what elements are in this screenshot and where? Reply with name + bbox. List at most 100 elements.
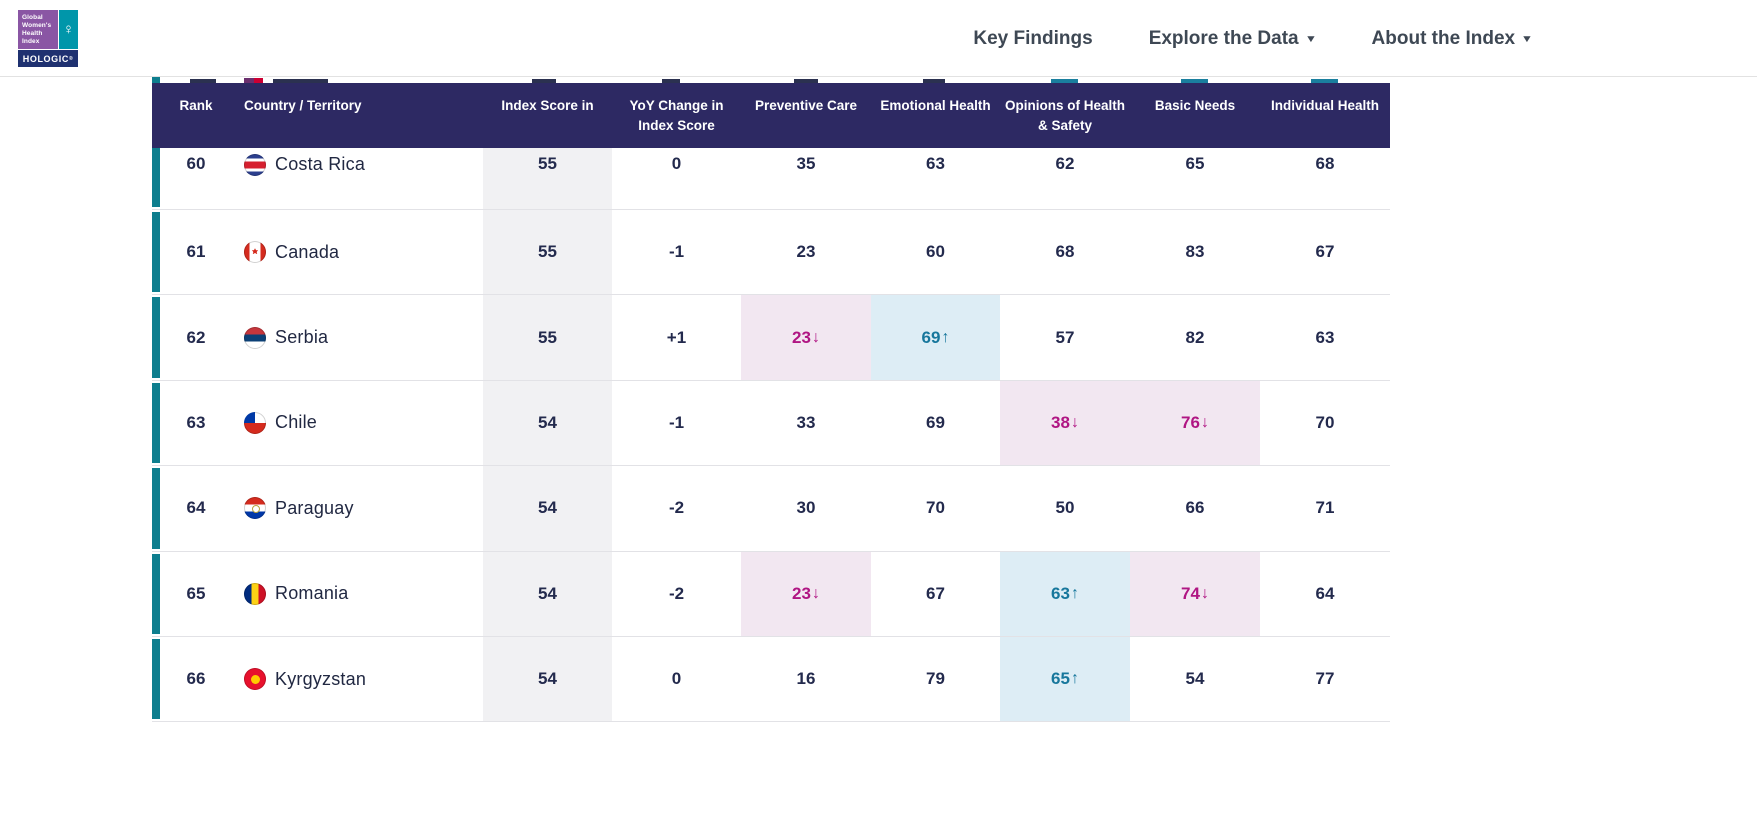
clipped-previous-row [0,76,1757,83]
country-name: Paraguay [275,497,354,518]
column-header-index: Index Score in [501,98,594,113]
individual-score-cell: 71 [1260,466,1390,550]
emotional-score-cell: 63 [871,148,1000,209]
score-value: 70 [926,498,945,518]
column-header-yoy: YoY Change in Index Score [629,98,724,133]
score-value: 33 [796,412,816,432]
individual-score-cell: 64 [1260,552,1390,636]
score-value: 63 [1315,327,1335,347]
score-value: 62 [1055,154,1075,173]
index-score-cell: 55 [483,148,612,209]
score-value: 74 [1181,583,1200,603]
rank-cell: 60 [186,154,206,173]
column-header-individual: Individual Health [1270,98,1379,113]
score-value: 38 [1051,412,1070,432]
table-row[interactable]: 61 Canada 55 -1 23 60 68 83 67 [152,210,1390,296]
nav-item-key-findings[interactable]: Key Findings [973,28,1092,50]
emotional-score-cell: 69 [871,381,1000,465]
score-value: 35 [796,154,816,173]
nav-item-about-the-index[interactable]: About the Index ▼ [1371,27,1534,50]
basic-score-cell: 65 [1130,148,1260,209]
emotional-score-cell: 79 [871,637,1000,721]
score-value: 82 [1185,327,1205,347]
table-row[interactable]: 64 Paraguay 54 -2 30 70 50 66 71 [152,466,1390,552]
country-name: Costa Rica [275,154,366,174]
preventive-score-cell: 16 [741,637,871,721]
hologic-wordmark: HOLOGIC ® [18,50,78,67]
index-score-cell: 54 [483,466,612,551]
score-value: 63 [926,154,945,173]
opinions-score-cell: 63 ↑ [1000,551,1130,636]
table-row[interactable]: 65 Romania 54 -2 23 ↓ 67 63 ↑ 74 ↓ 64 [152,551,1390,637]
table-header-row: Rank Country / Territory Index Score in YoY… [152,83,1390,148]
score-value: 76 [1181,412,1200,432]
basic-score-cell: 83 [1130,210,1260,294]
arrow-down-icon: ↓ [811,584,820,602]
preventive-score-cell: 23 ↓ [741,295,871,380]
score-value: 23 [792,583,811,603]
chevron-down-icon: ▼ [1520,34,1534,45]
country-name: Canada [275,241,340,262]
score-value: 70 [1315,412,1335,432]
preventive-score-cell: 23 [741,210,871,294]
opinions-score-cell: 38 ↓ [1000,380,1130,466]
nav-label: About the Index [1371,27,1516,49]
chevron-down-icon: ▼ [1304,34,1317,45]
score-value: 69 [926,412,945,432]
table-row[interactable]: 62 Serbia 55 +1 23 ↓ 69 ↑ 57 82 63 [152,295,1390,381]
basic-score-cell: 66 [1130,466,1260,550]
score-value: 23 [796,242,816,262]
index-score-cell: 54 [483,380,612,466]
opinions-score-cell: 68 [1000,210,1130,294]
index-score-cell: 55 [483,295,612,380]
score-value: 67 [926,583,945,603]
score-value: 57 [1055,327,1075,347]
preventive-score-cell: 30 [741,466,871,550]
country-name: Kyrgyzstan [275,668,367,689]
rank-cell: 64 [186,498,206,518]
costa-rica-flag-icon [244,154,266,176]
nav-label: Key Findings [973,27,1093,49]
table-row[interactable]: 66 Kyrgyzstan 54 0 16 79 65 ↑ 54 77 [152,636,1390,723]
score-value: 54 [1185,669,1205,689]
column-header-country: Country / Territory [244,98,362,113]
rank-cell: 61 [186,242,206,262]
basic-score-cell: 54 [1130,637,1260,721]
opinions-score-cell: 65 ↑ [1000,636,1130,722]
table-body: 60 Costa Rica 55 0 35 63 62 65 68 61 Canada … [152,148,1390,723]
yoy-change-cell: 0 [671,669,682,689]
arrow-down-icon: ↓ [811,328,820,346]
country-cell: Chile [240,381,483,465]
opinions-score-cell: 57 [1000,295,1130,379]
opinions-score-cell: 50 [1000,466,1130,550]
female-symbol-icon: ♀ [59,10,78,49]
gwhi-hologic-logo[interactable]: Global Women's Health Index ♀ HOLOGIC ® [18,10,78,67]
table-row[interactable]: 63 Chile 54 -1 33 69 38 ↓ 76 ↓ 70 [152,380,1390,467]
country-cell: Costa Rica [240,148,483,209]
table-row[interactable]: 60 Costa Rica 55 0 35 63 62 65 68 [152,148,1390,210]
yoy-change-cell: +1 [666,327,687,347]
main-nav: Key Findings Explore the Data ▼ About the I… [973,0,1534,77]
yoy-change-cell: 0 [671,154,682,173]
individual-score-cell: 67 [1260,210,1390,294]
paraguay-flag-icon [244,497,266,520]
nav-item-explore-the-data[interactable]: Explore the Data ▼ [1149,28,1317,50]
index-score-cell: 54 [483,636,612,722]
serbia-flag-icon [244,326,266,349]
emotional-score-cell: 70 [871,466,1000,550]
arrow-down-icon: ↓ [1070,413,1079,431]
yoy-change-cell: -1 [668,412,685,432]
score-value: 23 [792,327,811,347]
score-value: 83 [1185,242,1205,262]
score-value: 68 [1315,154,1335,173]
score-value: 50 [1055,498,1075,518]
score-value: 67 [1315,242,1335,262]
yoy-change-cell: -2 [668,498,685,518]
rank-cell: 62 [186,327,206,347]
column-header-opinions: Opinions of Health & Safety [1005,98,1125,133]
emotional-score-cell: 69 ↑ [871,295,1000,380]
preventive-score-cell: 33 [741,381,871,465]
score-value: 64 [1315,583,1335,603]
score-value: 63 [1051,583,1070,603]
emotional-score-cell: 60 [871,210,1000,294]
